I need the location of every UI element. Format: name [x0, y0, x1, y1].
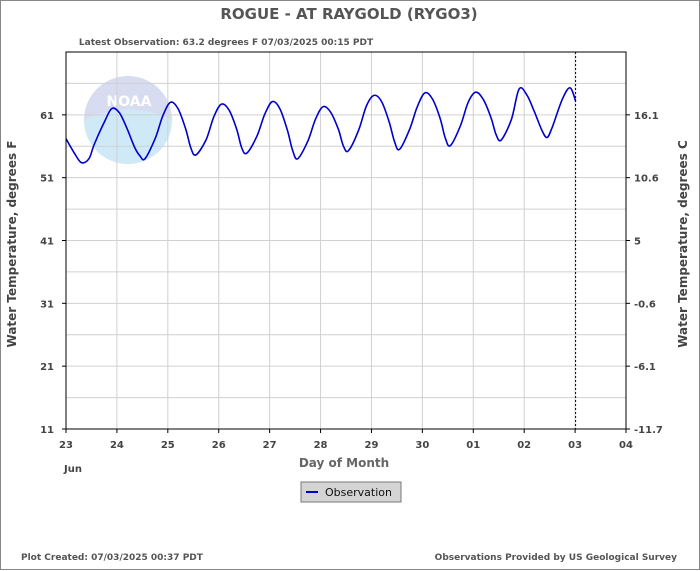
y-tick-label-left: 61: [40, 111, 54, 122]
chart-title: ROGUE - AT RAYGOLD (RYGO3): [220, 5, 477, 23]
y-tick-label-left: 21: [40, 362, 54, 373]
x-axis-month-label: Jun: [63, 464, 82, 475]
watermark-text: NOAA: [107, 94, 152, 110]
y-axis-right-label: Water Temperature, degrees C: [676, 140, 690, 348]
y-axis-left-label: Water Temperature, degrees F: [5, 141, 19, 348]
y-tick-label-left: 41: [40, 237, 54, 248]
legend: Observation: [300, 481, 402, 503]
y-tick-label-right: 10.6: [634, 174, 659, 185]
legend-box: [300, 481, 402, 503]
x-tick-label: 28: [314, 440, 328, 451]
x-tick-label: 03: [568, 440, 582, 451]
x-tick-label: 02: [517, 440, 531, 451]
x-axis-label: Day of Month: [299, 456, 389, 470]
series-layer: [65, 86, 577, 164]
plot-created-text: Plot Created: 07/03/2025 00:37 PDT: [21, 553, 204, 563]
grid-lines: [66, 52, 626, 429]
y-tick-label-left: 31: [40, 299, 54, 310]
y-tick-label-right: -6.1: [634, 362, 656, 373]
x-tick-label: 29: [364, 440, 378, 451]
x-axis-ticks: 23 24 25 26 27 28 29 30 01 02 03 04: [59, 429, 633, 451]
x-tick-label: 25: [161, 440, 175, 451]
y-tick-label-left: 11: [40, 425, 54, 436]
x-tick-label: 26: [212, 440, 226, 451]
latest-observation-text: Latest Observation: 63.2 degrees F 07/03…: [79, 38, 374, 48]
y-tick-label-right: -0.6: [634, 299, 656, 310]
x-tick-label: 01: [466, 440, 480, 451]
y-tick-label-left: 51: [40, 174, 54, 185]
x-tick-label: 04: [619, 440, 633, 451]
series-line-observation: [65, 86, 577, 164]
x-tick-label: 23: [59, 440, 73, 451]
x-tick-label: 24: [110, 440, 124, 451]
y-tick-label-right: -11.7: [634, 425, 663, 436]
noaa-logo-watermark: NOAA: [84, 76, 172, 164]
y-axis-left-ticks: 61 51 41 31 21 11: [40, 111, 66, 436]
y-axis-right-ticks: 16.1 10.6 5 -0.6 -6.1 -11.7: [626, 111, 663, 436]
x-tick-label: 27: [263, 440, 277, 451]
legend-label-observation: Observation: [325, 486, 392, 499]
y-tick-label-right: 5: [634, 237, 641, 248]
y-tick-label-right: 16.1: [634, 111, 659, 122]
x-tick-label: 30: [415, 440, 429, 451]
data-source-text: Observations Provided by US Geological S…: [435, 553, 677, 563]
